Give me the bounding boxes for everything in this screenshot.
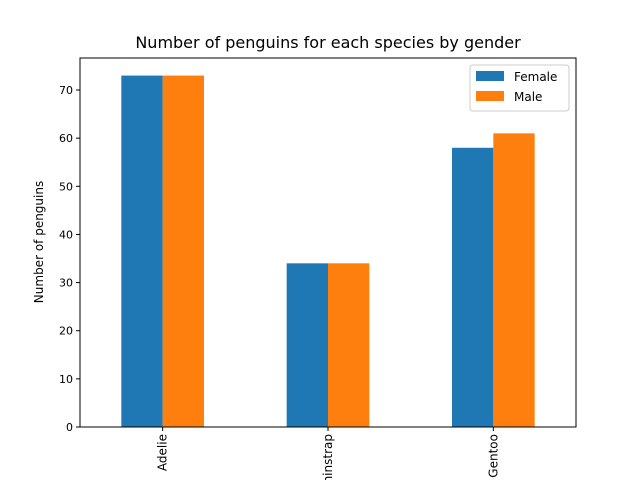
bar-adelie-male: [162, 75, 204, 428]
y-tick-label: 40: [59, 228, 73, 241]
x-tick-label-chinstrap: Chinstrap: [321, 434, 335, 480]
bar-chinstrap-female: [286, 263, 328, 427]
bar-gentoo-female: [452, 147, 494, 427]
x-tick-label-adelie: Adelie: [156, 434, 170, 471]
bars-group: [121, 75, 535, 428]
chart-title: Number of penguins for each species by g…: [135, 33, 521, 52]
bar-gentoo-male: [493, 133, 535, 427]
y-tick-label: 60: [59, 132, 73, 145]
y-axis-label: Number of penguins: [32, 181, 46, 303]
bar-chinstrap-male: [328, 263, 370, 427]
y-tick-label: 20: [59, 325, 73, 338]
x-tick-label-gentoo: Gentoo: [486, 434, 500, 478]
plot-frame: [79, 57, 577, 428]
legend-swatch-male: [476, 91, 504, 101]
legend-label-female: Female: [514, 70, 557, 84]
legend-label-male: Male: [514, 90, 542, 104]
y-tick-label: 50: [59, 180, 73, 193]
x-axis: Adelie Chinstrap Gentoo: [156, 427, 500, 480]
y-tick-label: 10: [59, 373, 73, 386]
y-axis: 0 10 20 30 40 50 60 70: [59, 84, 80, 434]
legend-swatch-female: [476, 71, 504, 81]
y-tick-label: 70: [59, 84, 73, 97]
y-tick-label: 0: [66, 421, 73, 434]
legend: Female Male: [469, 64, 570, 112]
y-tick-label: 30: [59, 277, 73, 290]
bar-adelie-female: [121, 75, 163, 428]
